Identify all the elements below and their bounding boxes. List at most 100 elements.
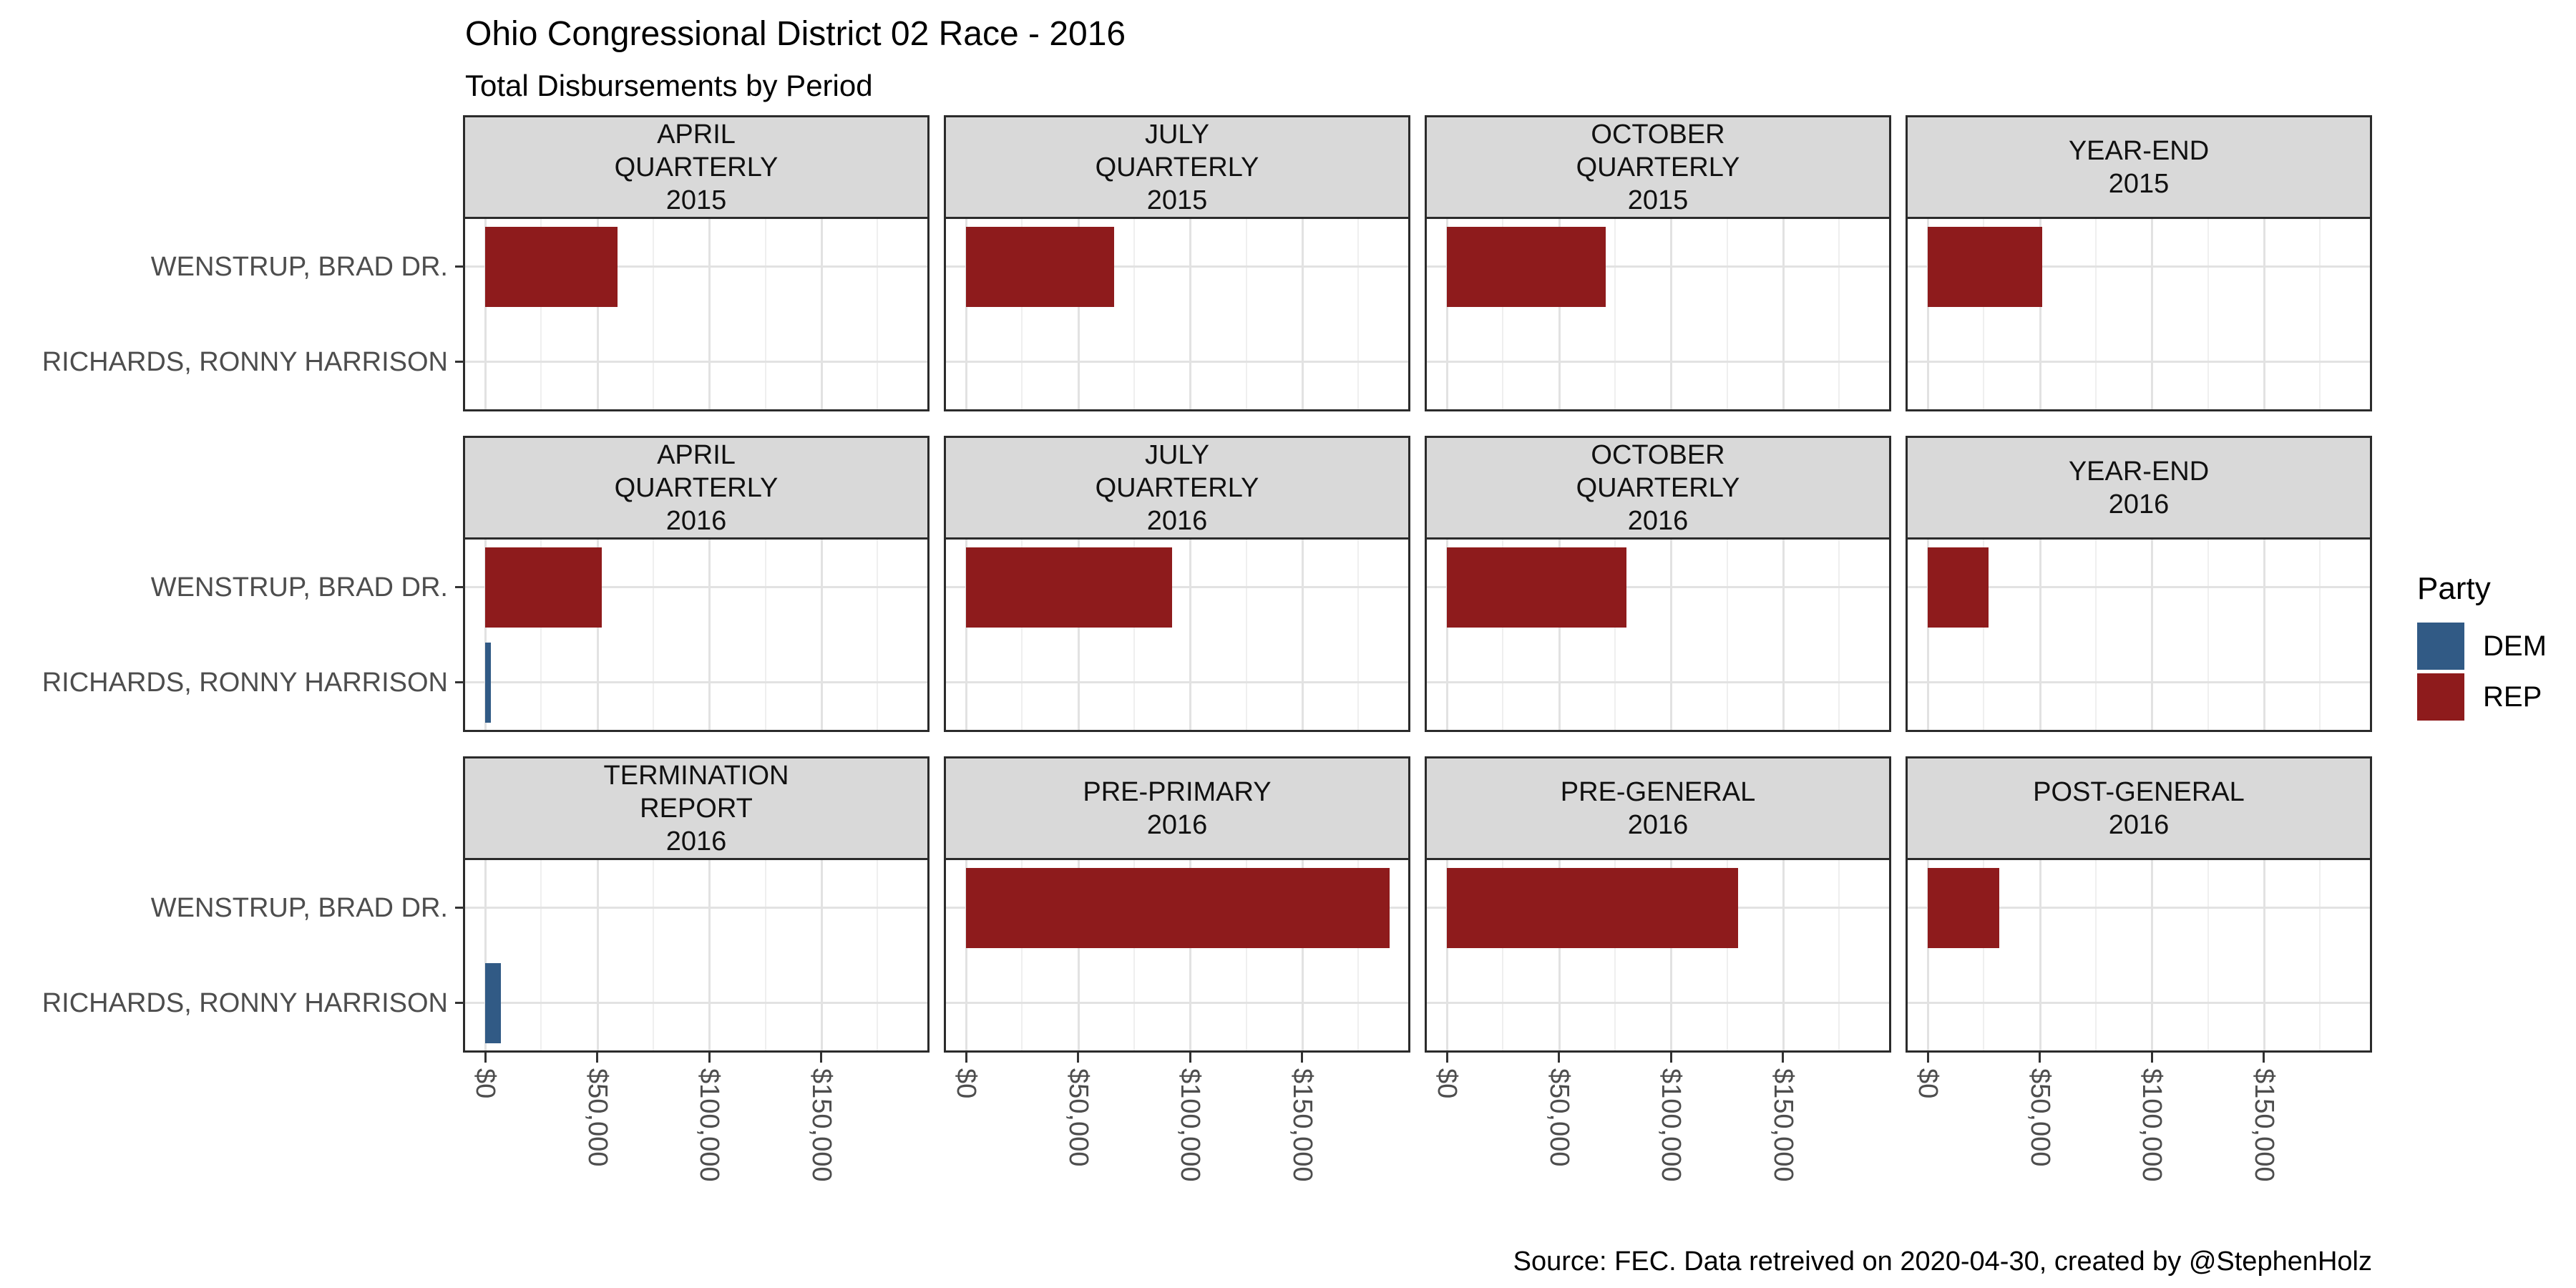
gridline-minor-v: [1726, 219, 1728, 409]
x-axis-tick-label: $150,000: [806, 1068, 836, 1182]
gridline-major-h: [1427, 265, 1889, 268]
gridline-major-v: [1927, 860, 1929, 1050]
facet-strip: OCTOBER QUARTERLY 2016: [1427, 438, 1889, 540]
facet-strip-label: QUARTERLY: [614, 152, 779, 182]
gridline-minor-v: [1614, 219, 1616, 409]
facet-plot-area: [1427, 219, 1889, 409]
facet-panel: OCTOBER QUARTERLY 2016: [1425, 436, 1891, 732]
x-axis-tick: [1926, 1053, 1929, 1063]
bar-rep-wenstrup: [1447, 226, 1606, 307]
gridline-major-v: [1782, 219, 1785, 409]
gridline-minor-v: [2319, 540, 2321, 730]
facet-strip-label: 2016: [1627, 505, 1689, 536]
gridline-minor-v: [2319, 860, 2321, 1050]
y-axis-label: WENSTRUP, BRAD DR.: [150, 892, 448, 923]
y-axis-label: RICHARDS, RONNY HARRISON: [42, 667, 448, 698]
gridline-minor-v: [2094, 219, 2097, 409]
facet-strip-label: 2016: [1146, 809, 1208, 840]
legend-items: DEM REP: [2417, 623, 2547, 721]
bar-dem-richards: [485, 642, 491, 723]
x-axis-tick-label: $50,000: [1543, 1068, 1574, 1167]
gridline-minor-v: [1133, 219, 1135, 409]
gridline-minor-v: [877, 219, 879, 409]
gridline-major-v: [820, 219, 823, 409]
gridline-minor-v: [2319, 219, 2321, 409]
facet-plot-area: [465, 540, 927, 730]
x-axis-tick: [1077, 1053, 1080, 1063]
gridline-minor-v: [540, 860, 542, 1050]
facet-strip-label: POST-GENERAL: [2033, 776, 2245, 807]
gridline-major-v: [820, 860, 823, 1050]
y-axis-tick: [455, 265, 465, 268]
facet-plot-area: [1908, 219, 2370, 409]
gridline-major-v: [596, 860, 599, 1050]
x-axis-tick: [965, 1053, 967, 1063]
gridline-major-v: [708, 540, 711, 730]
y-axis-label: RICHARDS, RONNY HARRISON: [42, 987, 448, 1018]
gridline-major-h: [1427, 361, 1889, 363]
facet-strip-label: YEAR-END: [2068, 135, 2210, 166]
gridline-minor-v: [1726, 860, 1728, 1050]
facet-panel: POST-GENERAL 2016: [1906, 756, 2372, 1053]
gridline-major-v: [484, 540, 487, 730]
gridline-minor-v: [652, 860, 654, 1050]
bar-rep-wenstrup: [1447, 547, 1626, 628]
legend: Party DEM REP: [2417, 571, 2547, 724]
gridline-major-v: [1077, 540, 1080, 730]
y-axis-tick: [455, 681, 465, 683]
facet-plot-area: [465, 860, 927, 1050]
x-axis-tick: [1301, 1053, 1304, 1063]
gridline-major-h: [1427, 681, 1889, 683]
x-axis-tick: [2263, 1053, 2265, 1063]
facet-strip-label: YEAR-END: [2068, 456, 2210, 487]
facet-panel: APRIL QUARTERLY 2015: [463, 115, 930, 411]
bar-rep-wenstrup: [1928, 547, 1989, 628]
facet-plot-area: [1427, 540, 1889, 730]
x-axis-tick-label: $150,000: [1767, 1068, 1798, 1182]
x-axis-tick: [708, 1053, 711, 1063]
gridline-minor-v: [2207, 540, 2209, 730]
bar-rep-wenstrup: [1928, 867, 2000, 948]
gridline-minor-v: [2207, 219, 2209, 409]
gridline-minor-v: [2094, 860, 2097, 1050]
bar-rep-wenstrup: [485, 226, 618, 307]
gridline-minor-v: [1614, 540, 1616, 730]
facet-strip-label: QUARTERLY: [1576, 472, 1740, 503]
facet-strip: TERMINATION REPORT 2016: [465, 758, 927, 860]
y-axis-label: WENSTRUP, BRAD DR.: [150, 251, 448, 282]
gridline-minor-v: [764, 219, 766, 409]
gridline-major-v: [1301, 540, 1304, 730]
facet-plot-area: [1908, 540, 2370, 730]
facet-plot-area: [946, 219, 1408, 409]
facet-strip: POST-GENERAL 2016: [1908, 758, 2370, 860]
gridline-major-h: [465, 265, 927, 268]
y-axis-tick: [455, 361, 465, 363]
gridline-minor-v: [1021, 219, 1023, 409]
y-axis-label: RICHARDS, RONNY HARRISON: [42, 346, 448, 377]
gridline-minor-v: [1357, 540, 1360, 730]
gridline-minor-v: [764, 540, 766, 730]
facet-strip-label: 2016: [665, 826, 727, 857]
facet-panel: APRIL QUARTERLY 2016: [463, 436, 930, 732]
gridline-major-v: [1301, 860, 1304, 1050]
facet-strip-label: QUARTERLY: [1095, 152, 1259, 182]
gridline-minor-v: [1838, 540, 1840, 730]
x-axis-tick: [1669, 1053, 1672, 1063]
gridline-major-v: [1558, 860, 1561, 1050]
gridline-major-v: [1670, 540, 1673, 730]
facet-strip-label: 2015: [1146, 185, 1208, 215]
gridline-major-h: [1908, 1002, 2370, 1004]
gridline-minor-v: [877, 540, 879, 730]
gridline-major-v: [1189, 540, 1192, 730]
legend-item-dem: DEM: [2417, 623, 2547, 670]
gridline-major-v: [1782, 540, 1785, 730]
facet-strip: APRIL QUARTERLY 2015: [465, 117, 927, 219]
gridline-major-v: [1077, 860, 1080, 1050]
gridline-major-v: [965, 860, 967, 1050]
facet-strip-label: REPORT: [640, 793, 753, 824]
facet-strip-label: 2015: [1627, 185, 1689, 215]
facet-strip-label: 2015: [2108, 168, 2170, 199]
gridline-major-h: [946, 1002, 1408, 1004]
gridline-minor-v: [1357, 219, 1360, 409]
bar-rep-wenstrup: [966, 867, 1390, 948]
